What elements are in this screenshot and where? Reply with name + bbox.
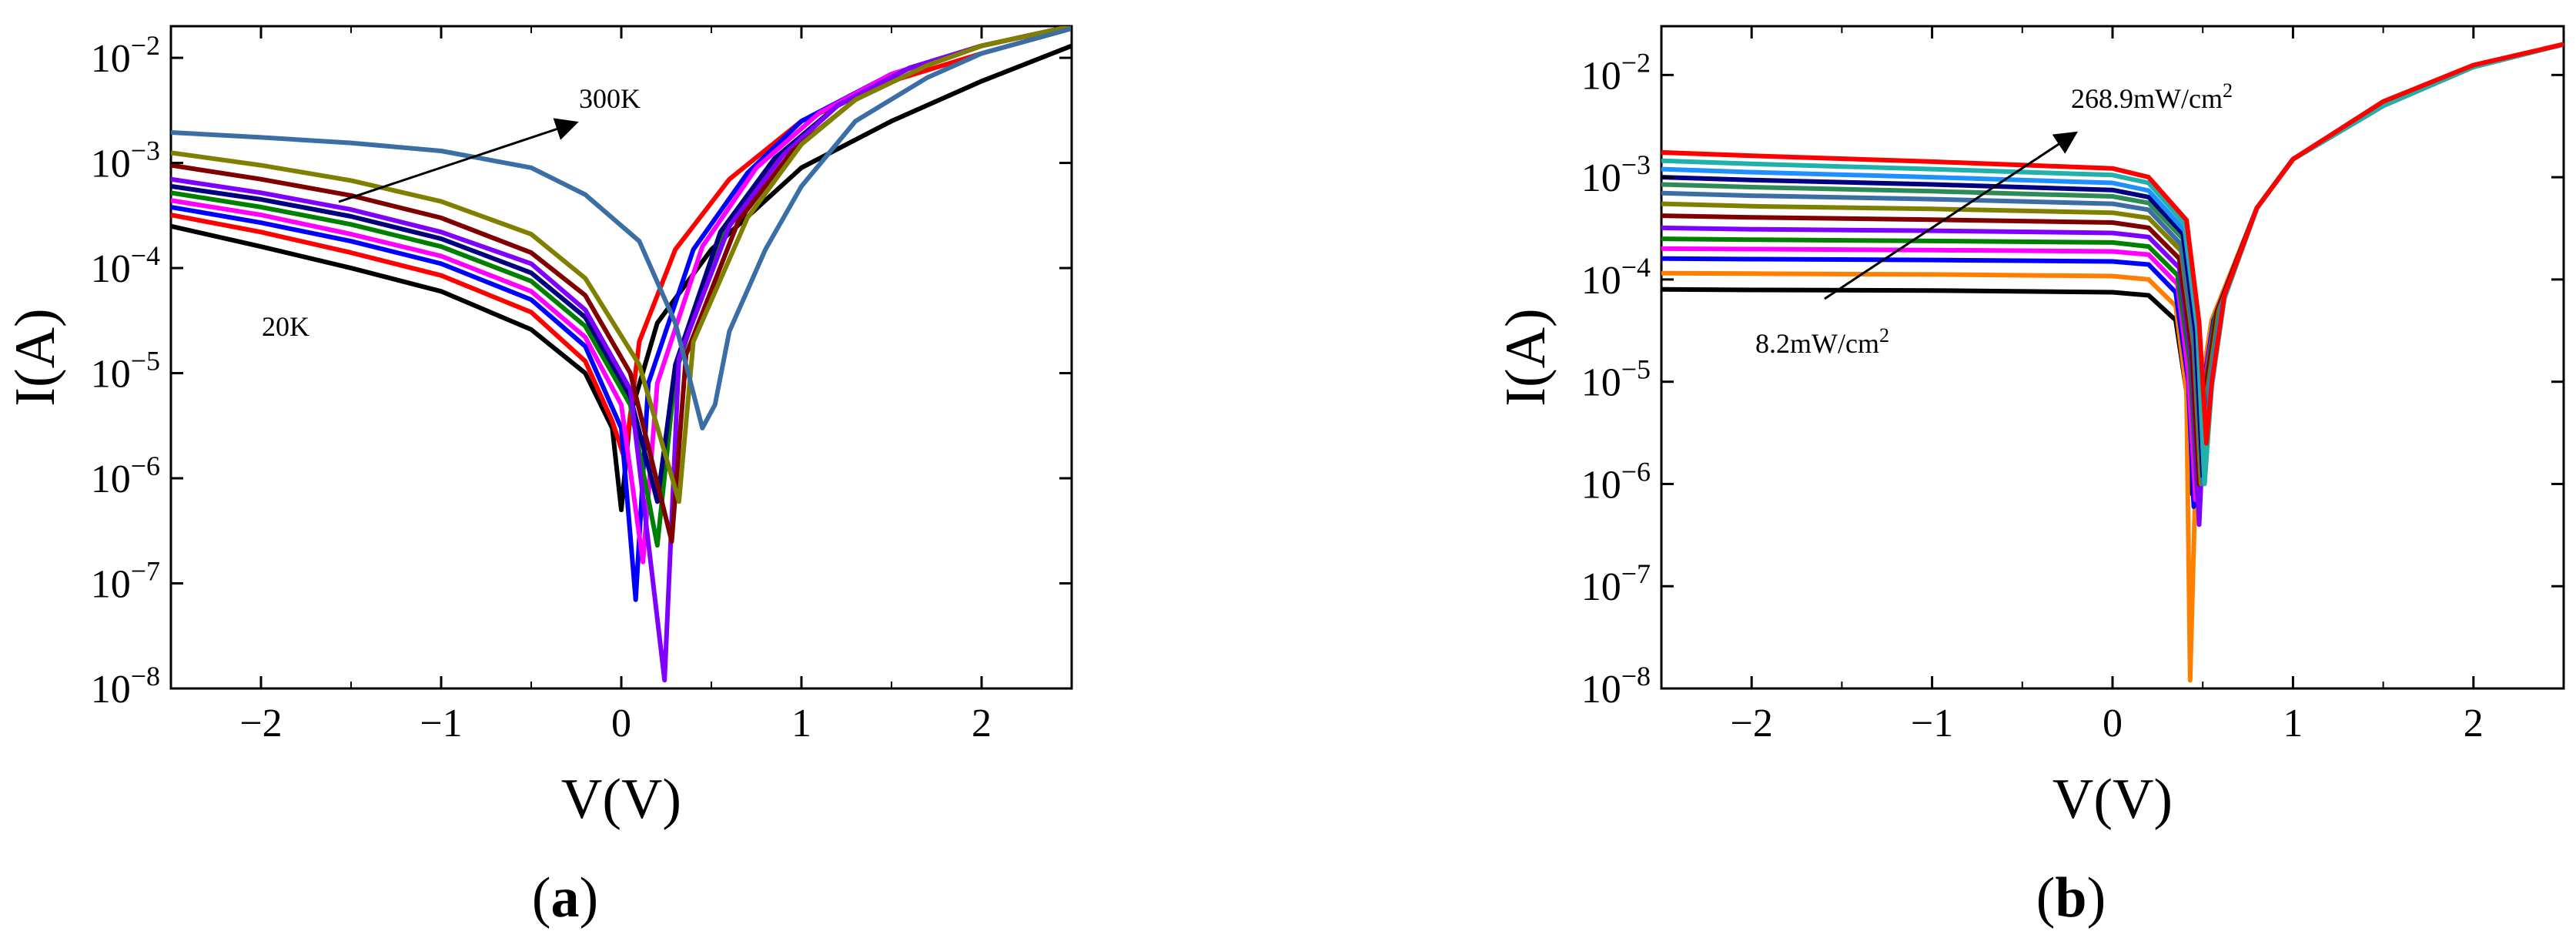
y-tick-label: 10−2 xyxy=(91,30,160,81)
x-axis-title: V(V) xyxy=(2052,768,2173,831)
chart-panel-a: −2 −1 0 1 2 10−8 10−7 10−6 10−5 10−4 10−3 10−2 V(V) I… xyxy=(4,25,1073,930)
x-tick-label: −2 xyxy=(1731,702,1773,745)
y-tick-label: 10−6 xyxy=(91,451,160,501)
y-tick-label: 10−3 xyxy=(91,136,160,186)
y-tick-label: 10−5 xyxy=(91,346,160,397)
y-tick-label: 10−8 xyxy=(1581,661,1651,712)
y-axis-title: I(A) xyxy=(1494,308,1557,406)
series-line xyxy=(1661,42,2564,528)
annotation-label: 8.2mW/cm2 xyxy=(1755,324,1889,359)
panel-label: (b) xyxy=(2036,866,2106,930)
x-tick-label: −1 xyxy=(420,702,462,745)
y-tick-label: 10−4 xyxy=(1581,252,1651,303)
series-line xyxy=(171,26,1072,564)
series-group xyxy=(171,26,1072,683)
y-tick-label: 10−2 xyxy=(1581,47,1651,98)
annotation-label: 20K xyxy=(262,311,309,342)
y-axis-title: I(A) xyxy=(4,308,67,406)
x-tick-label: 2 xyxy=(2464,702,2484,745)
y-tick-label: 10−8 xyxy=(91,661,160,712)
x-tick-label: −2 xyxy=(239,702,282,745)
y-tick-label: 10−5 xyxy=(1581,354,1651,405)
series-group xyxy=(1661,42,2564,683)
series-line xyxy=(171,26,1072,430)
series-line xyxy=(171,26,1072,683)
panel-label: (a) xyxy=(532,866,598,930)
x-axis-title: V(V) xyxy=(561,768,681,831)
chart-panel-b: −2 −1 0 1 2 10−8 10−7 10−6 10−5 10−4 10−3 10−2 V(V) I… xyxy=(1494,25,2565,930)
annotation-label: 268.9mW/cm2 xyxy=(2071,79,2233,114)
annotation-arrow xyxy=(338,118,579,203)
x-tick-label: 1 xyxy=(2283,702,2303,745)
annotation-label: 300K xyxy=(579,83,641,114)
y-tick-label: 10−6 xyxy=(1581,456,1651,507)
series-line xyxy=(1661,42,2564,683)
annotation-arrow xyxy=(1824,131,2079,300)
y-tick-label: 10−3 xyxy=(1581,149,1651,200)
x-tick-label: 0 xyxy=(611,702,631,745)
series-line xyxy=(1661,42,2564,446)
y-tick-label: 10−7 xyxy=(1581,558,1651,609)
y-tick-label: 10−4 xyxy=(91,240,160,291)
x-tick-label: −1 xyxy=(1911,702,1953,745)
x-tick-label: 1 xyxy=(791,702,811,745)
series-line xyxy=(171,43,1072,513)
x-tick-label: 2 xyxy=(972,702,992,745)
y-tick-label: 10−7 xyxy=(91,556,160,607)
series-line xyxy=(1661,42,2564,487)
x-tick-label: 0 xyxy=(2103,702,2123,745)
